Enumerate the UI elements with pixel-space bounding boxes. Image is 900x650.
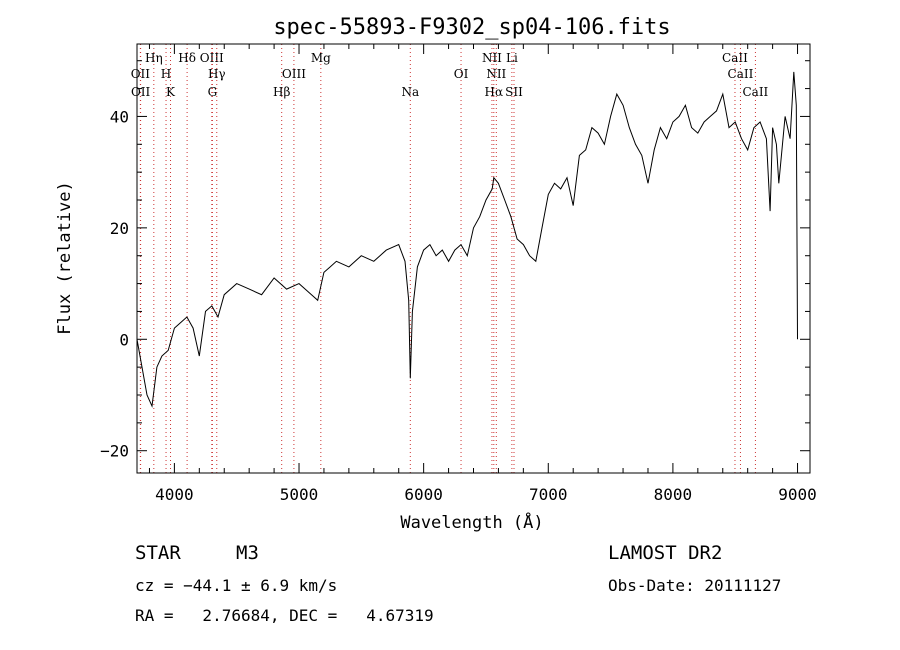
- line-marker-label: Hα: [485, 85, 504, 99]
- line-markers: OII OII Hη HK Hδ OIII Hγ G Hβ OIII Mg Na OI NII NII Hα L…: [131, 44, 769, 473]
- line-marker-label: OIII: [282, 67, 306, 81]
- line-marker-label: OI: [454, 67, 469, 81]
- plot-frame: [136, 43, 811, 474]
- x-axis: 4000 5000 6000 7000 8000 9000: [148, 44, 817, 504]
- line-marker-label: CaII: [722, 51, 748, 65]
- line-marker-label: OII: [131, 85, 151, 99]
- x-tick-label: 4000: [155, 485, 194, 504]
- line-marker-label: Hγ: [208, 67, 226, 81]
- object-class: STAR: [135, 542, 181, 564]
- line-marker-label: OII: [131, 67, 151, 81]
- line-marker-label: Mg: [311, 51, 331, 65]
- observation-date: Obs-Date: 20111127: [608, 576, 782, 595]
- line-marker-label: CaII: [728, 67, 754, 81]
- line-marker-label: OIII: [200, 51, 224, 65]
- line-marker-label: NII: [482, 51, 502, 65]
- y-axis: −20 0 20 40: [100, 60, 810, 461]
- x-tick-label: 7000: [529, 485, 568, 504]
- x-axis-label: Wavelength (Å): [400, 511, 543, 533]
- spectrum-line: [136, 71, 798, 408]
- line-marker-label: Na: [401, 85, 419, 99]
- line-marker-label: Hδ: [178, 51, 196, 65]
- y-axis-label: Flux (relative): [55, 181, 75, 335]
- x-tick-label: 8000: [654, 485, 693, 504]
- line-marker-label: K: [166, 85, 176, 99]
- x-tick-label: 9000: [778, 485, 817, 504]
- coordinates: RA = 2.76684, DEC = 4.67319: [135, 606, 434, 625]
- y-tick-label: −20: [100, 442, 129, 461]
- survey-name: LAMOST DR2: [608, 542, 723, 564]
- line-marker-label: Li: [506, 51, 518, 65]
- line-marker-label: G: [208, 85, 218, 99]
- line-marker-label: Hη: [145, 51, 163, 65]
- line-marker-label: SII: [505, 85, 523, 99]
- y-tick-label: 20: [110, 219, 129, 238]
- line-marker-label: CaII: [742, 85, 768, 99]
- y-tick-label: 40: [110, 107, 129, 126]
- y-tick-label: 0: [119, 330, 129, 349]
- x-tick-label: 6000: [404, 485, 443, 504]
- x-tick-label: 5000: [280, 485, 319, 504]
- line-marker-label: NII: [486, 67, 506, 81]
- line-marker-label: H: [161, 67, 171, 81]
- line-marker-label: Hβ: [273, 85, 290, 99]
- redshift-velocity: cz = −44.1 ± 6.9 km/s: [135, 576, 338, 595]
- chart-title: spec-55893-F9302_sp04-106.fits: [273, 15, 670, 40]
- object-subclass: M3: [236, 542, 259, 564]
